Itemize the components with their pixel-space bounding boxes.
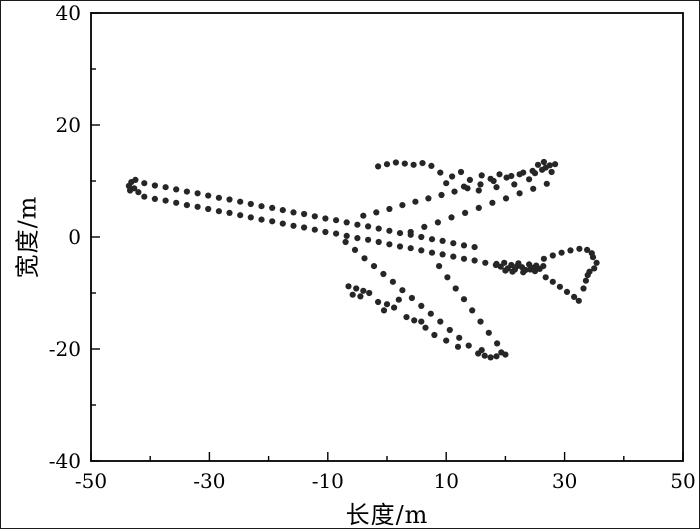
- series-left-wing-tip: [478, 347, 505, 361]
- tick-labels: -50 -30 -10 10 30 50 -40 -20 0 20 40: [49, 1, 696, 493]
- axis-ticks: [90, 12, 684, 462]
- y-tick-label: 40: [56, 1, 81, 25]
- series-fuselage-bottom-edge: [141, 193, 499, 269]
- series-right-wing-trailing-edge: [407, 180, 550, 236]
- series-tail-boom-cluster: [493, 259, 547, 276]
- series-lower-stabilizer: [542, 274, 582, 304]
- y-axis-title: 宽度/m: [13, 195, 42, 279]
- y-tick-label: 0: [68, 225, 81, 249]
- series-nose-cluster: [125, 176, 142, 196]
- x-tick-label: 50: [670, 469, 695, 493]
- y-tick-label: 20: [56, 113, 81, 137]
- series-fuselage-top-edge: [141, 180, 478, 251]
- y-tick-label: -40: [49, 449, 81, 473]
- series-right-wing-tip: [531, 158, 559, 177]
- series-upper-stabilizer: [540, 245, 591, 262]
- y-tick-label: -20: [49, 337, 81, 361]
- series-left-wing-leading-edge: [342, 238, 482, 357]
- x-tick-label: -50: [75, 469, 107, 493]
- x-tick-label: -10: [312, 469, 344, 493]
- series-tail-return-edge: [580, 272, 591, 292]
- plot-frame: [90, 12, 684, 462]
- x-axis-title: 长度/m: [345, 501, 429, 529]
- series-tail-fin-tip: [586, 250, 600, 275]
- x-tick-label: 10: [433, 469, 458, 493]
- series-left-wing-interior: [345, 283, 462, 350]
- series-right-wing-top-row: [375, 159, 435, 170]
- scatter-points: [125, 158, 600, 361]
- x-tick-label: 30: [552, 469, 577, 493]
- series-left-wing-trailing-edge: [436, 263, 509, 358]
- series-right-wing-interior: [437, 168, 533, 194]
- x-tick-label: -30: [193, 469, 225, 493]
